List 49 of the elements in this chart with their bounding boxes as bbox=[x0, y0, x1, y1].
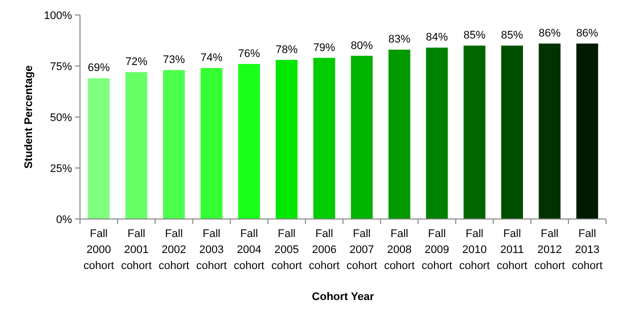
x-tick-label: Fall 2009 cohort bbox=[422, 228, 452, 272]
x-tick-label: Fall 2006 cohort bbox=[308, 228, 340, 272]
data-label: 73% bbox=[162, 54, 186, 66]
data-label: 84% bbox=[426, 32, 448, 44]
x-tick-label: Fall 2001 cohort bbox=[121, 228, 152, 272]
x-tick-label: Fall 2007 cohort bbox=[346, 228, 378, 272]
x-tick-label: Fall 2005 cohort bbox=[271, 228, 302, 272]
bar bbox=[464, 46, 486, 219]
bar bbox=[88, 78, 110, 219]
y-tick-label: 75% bbox=[50, 60, 72, 73]
data-label: 85% bbox=[501, 30, 524, 42]
x-tick-label: Fall 2003 cohort bbox=[196, 228, 227, 272]
data-label: 76% bbox=[238, 48, 260, 60]
x-tick-label: Fall 2004 cohort bbox=[234, 228, 264, 272]
y-tick-label: 0% bbox=[56, 214, 72, 226]
bar bbox=[313, 58, 336, 219]
data-label: 83% bbox=[388, 34, 411, 46]
data-label: 85% bbox=[463, 30, 486, 42]
data-label: 72% bbox=[125, 56, 148, 68]
data-label: 79% bbox=[313, 42, 336, 54]
x-tick-label: Fall 2010 cohort bbox=[459, 228, 490, 272]
data-label: 69% bbox=[88, 62, 110, 74]
bar bbox=[501, 46, 523, 219]
y-axis-title: Student Percentage bbox=[23, 65, 35, 169]
bar bbox=[238, 64, 260, 219]
y-tick-label: 100% bbox=[44, 10, 72, 22]
bar bbox=[163, 70, 185, 219]
x-tick-label: Fall 2013 cohort bbox=[572, 228, 603, 272]
x-tick-label: Fall 2012 cohort bbox=[534, 228, 565, 272]
x-tick-label: Fall 2000 cohort bbox=[83, 228, 114, 272]
x-tick-label: Fall 2002 cohort bbox=[158, 228, 190, 272]
y-tick-label: 50% bbox=[50, 112, 72, 124]
data-label: 78% bbox=[276, 44, 298, 56]
bar bbox=[200, 68, 222, 219]
bar bbox=[125, 72, 148, 219]
y-tick-label: 25% bbox=[50, 162, 72, 175]
x-tick-label: Fall 2011 cohort bbox=[496, 228, 528, 272]
bar bbox=[426, 48, 448, 219]
bar bbox=[576, 44, 598, 219]
data-label: 86% bbox=[538, 28, 561, 40]
data-label: 86% bbox=[576, 28, 598, 40]
data-label: 80% bbox=[350, 40, 374, 52]
bar bbox=[388, 50, 410, 219]
x-tick-label: Fall 2008 cohort bbox=[384, 228, 415, 272]
x-axis-title: Cohort Year bbox=[312, 291, 375, 303]
data-label: 74% bbox=[200, 52, 223, 64]
bar bbox=[276, 60, 298, 219]
bar bbox=[350, 56, 373, 219]
bar bbox=[538, 44, 561, 219]
